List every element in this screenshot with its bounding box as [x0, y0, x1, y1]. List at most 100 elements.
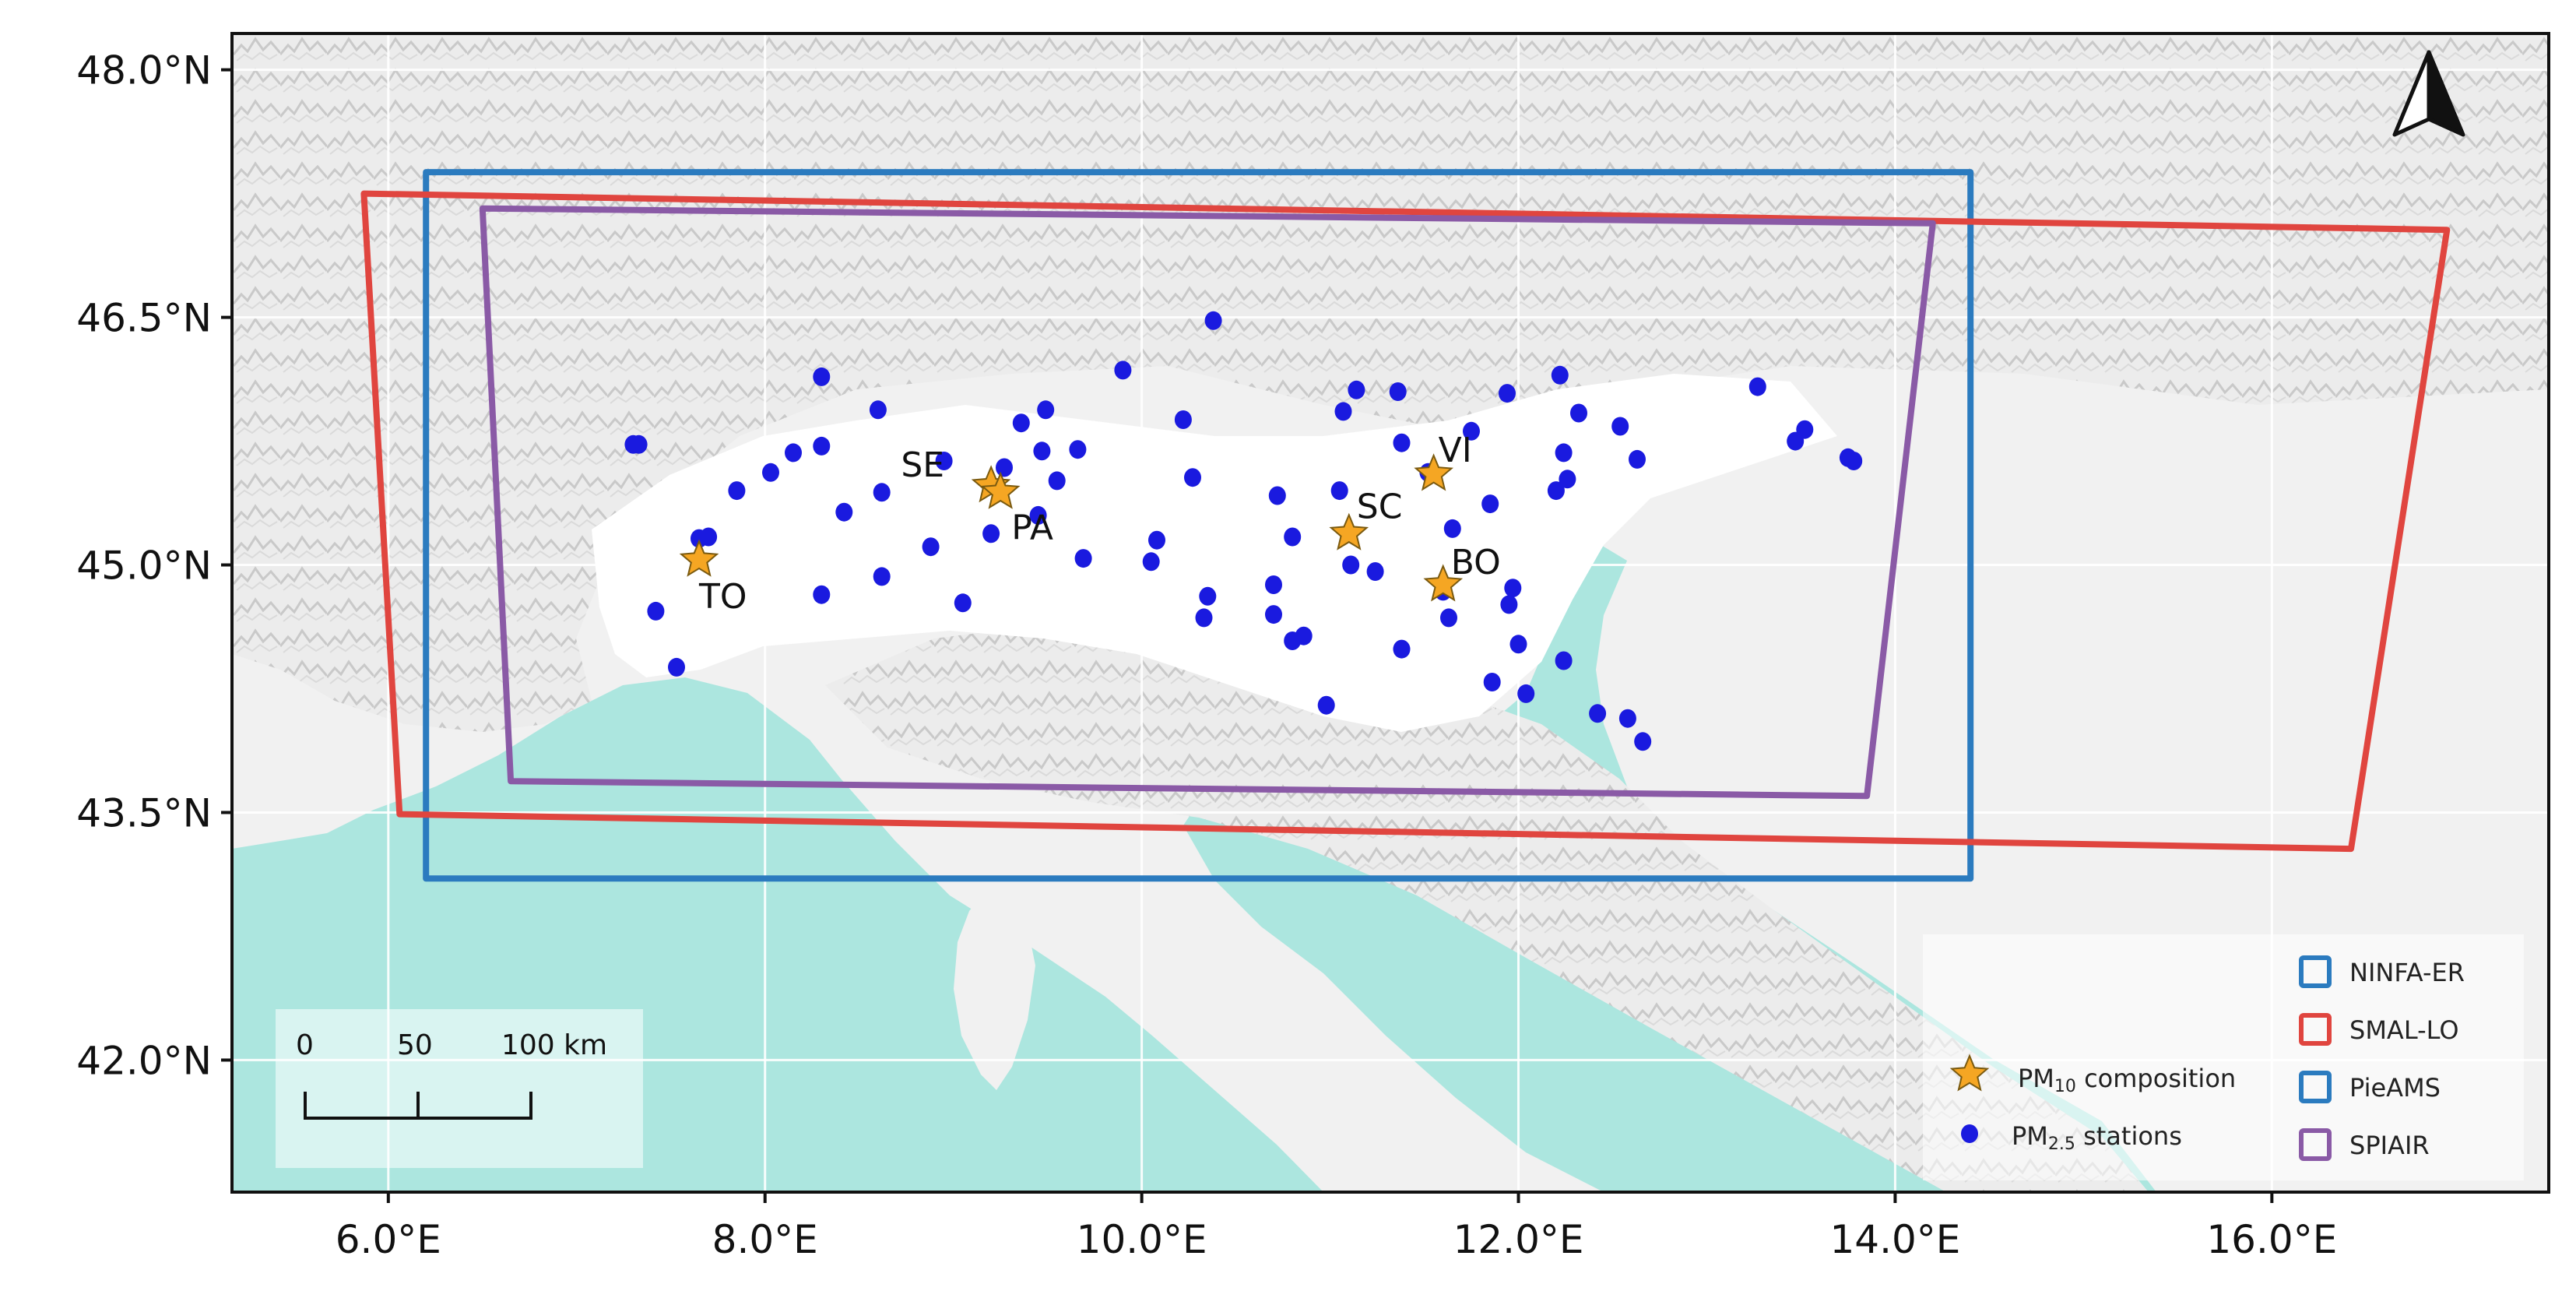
- pm10-site-star-sc: [1329, 512, 1369, 551]
- pm25-station: [1029, 505, 1047, 525]
- pm25-station: [1463, 421, 1480, 441]
- pm25-station: [1033, 441, 1051, 461]
- pm25-station: [1334, 402, 1352, 421]
- pm25-station: [1317, 695, 1335, 715]
- pm25-station: [1265, 605, 1282, 624]
- pm25-station: [1483, 673, 1501, 691]
- pm25-station: [728, 481, 746, 501]
- pm25-station: [1570, 403, 1587, 423]
- tick-label-lat-3: 43.5°N: [76, 790, 212, 835]
- domain-spiair: [479, 205, 1936, 800]
- pm25-station: [1184, 468, 1201, 487]
- pm25-station: [935, 452, 953, 470]
- tick-label-lat-2: 45.0°N: [76, 543, 212, 589]
- domain-smal-lo: [360, 190, 2451, 853]
- pm25-station: [1611, 417, 1629, 436]
- pm25-station: [1048, 471, 1066, 491]
- pm25-station: [1195, 608, 1213, 628]
- legend-swatch-ninfa-er: [2299, 955, 2332, 988]
- pm25-station: [1199, 586, 1217, 606]
- legend-pm10: PM10 composition: [1949, 1054, 2236, 1096]
- pm25-station: [1551, 365, 1569, 385]
- north-arrow-icon: [2392, 50, 2465, 137]
- domain-ninfa-er: [423, 169, 1974, 882]
- pm25-station: [1547, 481, 1565, 501]
- site-label-to: TO: [698, 577, 747, 617]
- pm25-station: [813, 585, 831, 604]
- legend-swatch-smal-lo: [2299, 1013, 2332, 1046]
- legend-label-ninfa-er: NINFA-ER: [2349, 958, 2465, 987]
- site-label-bo: BO: [1451, 543, 1501, 582]
- legend-label-spiair: SPIAIR: [2349, 1131, 2430, 1160]
- pm25-station-layer: [624, 311, 1863, 751]
- pm25-station: [1342, 555, 1360, 575]
- domain-boxes: [360, 169, 2451, 882]
- pm25-station: [1559, 470, 1576, 489]
- pm25-station: [1268, 486, 1286, 505]
- pm25-station: [785, 443, 802, 463]
- pm25-station: [1393, 433, 1411, 452]
- pm25-station: [1142, 552, 1160, 572]
- scale-label-100: 100 km: [501, 1029, 607, 1061]
- pm25-station: [1284, 527, 1302, 547]
- pm10-site-star-vi: [1414, 453, 1453, 491]
- pm25-station: [1366, 562, 1384, 581]
- apennine-relief: [825, 623, 2149, 1192]
- tick-label-lat-0: 48.0°N: [76, 48, 212, 93]
- pm25-station: [1618, 709, 1636, 728]
- pm25-station: [1500, 595, 1518, 614]
- pm25-station: [954, 593, 972, 613]
- pm25-station: [1504, 579, 1522, 598]
- pm25-station: [922, 537, 940, 557]
- scale-bar: 0 50 100 km: [276, 1009, 643, 1168]
- pm25-station: [1634, 732, 1652, 751]
- legend: NINFA-ER SMAL-LO PieAMS SPIAIR PM10 composi…: [1923, 934, 2524, 1180]
- pm25-station: [813, 367, 831, 386]
- tick-label-lon-3: 12.0°E: [1453, 1217, 1584, 1262]
- tick-label-lat-4: 42.0°N: [76, 1038, 212, 1083]
- site-label-se: SE: [901, 445, 944, 485]
- legend-label-pieams: PieAMS: [2349, 1073, 2441, 1103]
- pm25-station: [1037, 400, 1055, 420]
- pm25-station: [1440, 608, 1457, 628]
- pm10-site-layer: TO SE PA SC VI BO: [679, 431, 1501, 617]
- tick-label-lon-2: 10.0°E: [1077, 1217, 1207, 1262]
- pm25-station: [1845, 452, 1863, 470]
- legend-pm25: PM2.5 stations: [1961, 1121, 2182, 1154]
- pm25-station: [873, 483, 891, 502]
- land-elba: [1166, 915, 1203, 934]
- legend-swatch-spiair: [2299, 1128, 2332, 1161]
- pm10-site-star-bo: [1423, 564, 1464, 602]
- pm25-station: [1148, 530, 1165, 550]
- legend-pm10-label: PM10 composition: [2018, 1064, 2236, 1096]
- site-label-pa: PA: [1011, 508, 1053, 547]
- pm25-station: [1555, 651, 1573, 670]
- pm25-station: [1295, 626, 1313, 646]
- pm25-station: [982, 524, 1000, 543]
- pm25-station: [1389, 382, 1407, 401]
- pm25-station: [1517, 684, 1535, 703]
- pm25-station: [1796, 420, 1814, 439]
- pm10-site-star-pa: [980, 471, 1021, 509]
- pm25-station: [1555, 443, 1573, 463]
- pm25-station: [700, 527, 718, 547]
- tick-label-lon-5: 16.0°E: [2206, 1217, 2337, 1262]
- pm25-station: [1589, 704, 1607, 723]
- tick-label-lon-4: 14.0°E: [1829, 1217, 1960, 1262]
- scale-label-50: 50: [397, 1029, 433, 1061]
- pm25-station: [762, 463, 779, 482]
- pm25-station: [869, 400, 887, 420]
- pm25-station: [1012, 413, 1030, 433]
- tick-label-lat-1: 46.5°N: [76, 296, 212, 341]
- pm25-station: [1748, 377, 1766, 396]
- pm25-station: [873, 567, 891, 586]
- pm25-station: [1629, 449, 1646, 469]
- axis-ticks: 6.0°E 8.0°E 10.0°E 12.0°E 14.0°E 16.0°E 48.0°N…: [76, 48, 2337, 1262]
- pm25-station: [1330, 481, 1348, 501]
- pm25-station: [630, 434, 648, 454]
- tick-label-lon-0: 6.0°E: [336, 1217, 441, 1262]
- site-label-vi: VI: [1439, 431, 1472, 470]
- site-label-sc: SC: [1357, 487, 1403, 526]
- pm25-station: [1114, 361, 1132, 380]
- pm25-station: [1393, 639, 1411, 659]
